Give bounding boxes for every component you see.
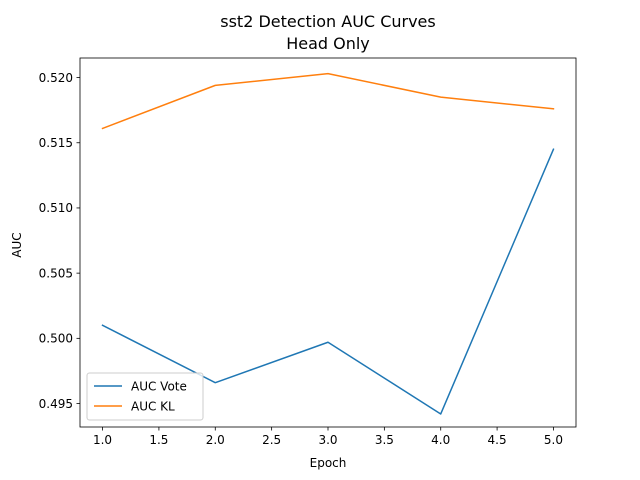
- x-tick-label: 3.0: [318, 433, 337, 447]
- plot-area: 1.0 1.5 2.0 2.5 3.0 3.5 4.0 4.5 5.0 0.495 0.500 0.5…: [39, 57, 577, 447]
- y-tick-label: 0.500: [39, 332, 73, 346]
- y-tick-label: 0.505: [39, 266, 73, 280]
- legend-box: [86, 372, 204, 421]
- series-line-1: [101, 72, 555, 130]
- x-tick-label: 2.0: [206, 433, 225, 447]
- chart-subtitle: Head Only: [286, 34, 370, 53]
- x-tick-label: 2.5: [262, 433, 281, 447]
- x-tick-label: 1.0: [93, 433, 112, 447]
- y-axis-label: AUC: [10, 232, 24, 257]
- x-tick-label: 3.5: [375, 433, 394, 447]
- y-tick-label: 0.515: [39, 136, 73, 150]
- y-tick-label: 0.495: [39, 397, 73, 411]
- legend-label: AUC Vote: [131, 379, 187, 393]
- x-tick-label: 4.0: [431, 433, 450, 447]
- series-line-0: [101, 148, 555, 415]
- x-tick-label: 5.0: [544, 433, 563, 447]
- y-tick-label: 0.520: [39, 71, 73, 85]
- legend-label: AUC KL: [131, 399, 175, 413]
- y-tick-label: 0.510: [39, 201, 73, 215]
- x-tick-label: 4.5: [488, 433, 507, 447]
- x-axis-label: Epoch: [310, 456, 347, 470]
- chart-title: sst2 Detection AUC Curves: [220, 12, 435, 31]
- x-tick-label: 1.5: [149, 433, 168, 447]
